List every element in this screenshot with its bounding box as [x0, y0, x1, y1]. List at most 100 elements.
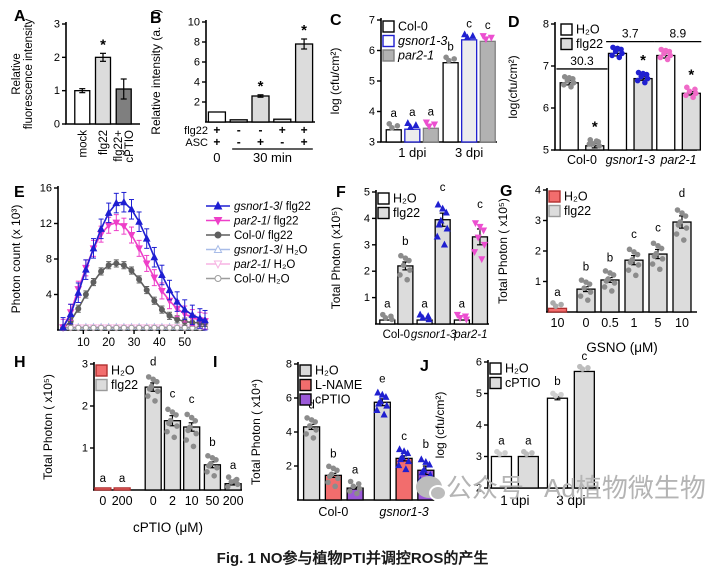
svg-text:c: c — [581, 351, 587, 363]
svg-text:3.7: 3.7 — [622, 27, 639, 41]
bars: * — [74, 36, 132, 125]
svg-text:c: c — [401, 431, 407, 443]
x-axis-labels: flg22 + - - + +ASC + - + - +0 30 min — [184, 123, 313, 165]
svg-text:a: a — [409, 107, 416, 119]
svg-text:8.9: 8.9 — [669, 27, 686, 41]
panel-letter-C: C — [330, 12, 342, 29]
svg-text:7: 7 — [369, 15, 375, 27]
svg-text:200: 200 — [223, 494, 244, 508]
svg-text:log (cfu/cm²): log (cfu/cm²) — [328, 48, 342, 115]
svg-text:16: 16 — [40, 183, 52, 195]
panel-C: 3 4 5 6 7 log (cfu/cm²) a a a b c c 1 dpi 3 dpi Col-0 g… — [325, 6, 505, 176]
svg-text:4: 4 — [535, 185, 541, 197]
svg-text:Col-0/ H₂O: Col-0/ H₂O — [234, 273, 290, 285]
svg-text:c: c — [631, 229, 637, 241]
svg-text:3: 3 — [476, 451, 482, 463]
svg-text:8: 8 — [46, 254, 52, 266]
bars: a b b c c d — [547, 188, 692, 313]
svg-text:log (cfu/cm²): log (cfu/cm²) — [433, 392, 447, 459]
panel-A: 0 1 2 3 Relative fluorescence intensity * mock f… — [8, 8, 146, 178]
svg-text:a: a — [459, 299, 466, 311]
x-axis-labels: 10 0 0.5 1 5 10 GSNO (μM) — [551, 316, 689, 355]
svg-text:1: 1 — [631, 316, 638, 330]
svg-text:5: 5 — [364, 187, 370, 199]
svg-text:cPTIO: cPTIO — [124, 130, 136, 163]
svg-text:a: a — [525, 436, 532, 448]
panel-F: 1 2 3 4 5 Total Photon (x10⁵) a b a c a c Col-0 gsnor… — [328, 176, 495, 358]
svg-text:Total Photon (x10⁵): Total Photon (x10⁵) — [329, 207, 343, 309]
svg-text:10: 10 — [188, 17, 200, 29]
svg-text:log(cfu/cm²): log(cfu/cm²) — [506, 55, 520, 118]
svg-text:-: - — [237, 135, 241, 149]
svg-text:30: 30 — [128, 337, 141, 349]
chart-D: 5 6 7 8 log(cfu/cm²) * * * Col-0 gsnor1-3 par2-1 30… — [506, 19, 702, 167]
axes: 2 3 4 5 6 log (cfu/cm²) — [433, 357, 600, 495]
panel-letter-G: G — [500, 183, 513, 200]
x-axis-labels: 10 20 30 40 50 — [77, 330, 191, 349]
svg-text:c: c — [466, 18, 472, 30]
svg-text:Relative: Relative — [11, 53, 23, 95]
svg-text:e: e — [379, 373, 385, 385]
svg-text:a: a — [554, 287, 561, 299]
axes: 4 8 12 16 Photon count (x 10³) — [9, 183, 205, 331]
svg-text:a: a — [421, 299, 428, 311]
svg-text:par2-1: par2-1 — [659, 153, 696, 167]
svg-text:b: b — [554, 376, 560, 388]
panel-D: 5 6 7 8 log(cfu/cm²) * * * Col-0 gsnor1-3 par2-1 30… — [505, 6, 703, 176]
svg-text:par2-1: par2-1 — [397, 49, 434, 63]
bars: a a abc c — [385, 18, 496, 143]
svg-text:2: 2 — [194, 97, 200, 109]
svg-text:par2-1/ H₂O: par2-1/ H₂O — [233, 259, 295, 271]
svg-text:6: 6 — [286, 393, 292, 405]
svg-text:1: 1 — [82, 443, 88, 455]
svg-text:*: * — [301, 22, 307, 39]
svg-text:*: * — [258, 78, 264, 95]
svg-text:4: 4 — [369, 106, 375, 118]
svg-text:2: 2 — [476, 483, 482, 495]
bars: ** — [207, 22, 314, 123]
svg-text:par2-1: par2-1 — [453, 329, 487, 341]
svg-text:6: 6 — [369, 45, 375, 57]
svg-text:c: c — [170, 388, 176, 400]
svg-text:30 min: 30 min — [253, 150, 292, 165]
x-axis-labels: mock flg22 flg22+ cPTIO — [77, 130, 136, 163]
svg-text:1 dpi: 1 dpi — [398, 145, 426, 160]
svg-text:2: 2 — [82, 401, 88, 413]
svg-text:mock: mock — [77, 130, 89, 158]
svg-text:6: 6 — [194, 57, 200, 69]
chart-E: 4 8 12 16 Photon count (x 10³) 10 20 30 40 50 gsno… — [9, 183, 311, 350]
panel-J: 2 3 4 5 6 log (cfu/cm²) a a b c 1 dpi 3 dpi H₂O cPTIO — [430, 350, 650, 530]
svg-text:0.5: 0.5 — [601, 316, 618, 330]
svg-text:3: 3 — [82, 359, 88, 371]
panel-H: 1 2 3 Total Photon ( x10⁵) a a d c c b a 0 200 0 2 10 50… — [38, 350, 250, 538]
svg-text:gsnor1-3: gsnor1-3 — [411, 329, 457, 341]
svg-text:GSNO (μM): GSNO (μM) — [586, 340, 658, 355]
svg-text:c: c — [477, 199, 483, 211]
svg-text:H₂O: H₂O — [505, 362, 529, 376]
svg-text:1: 1 — [364, 292, 370, 304]
svg-text:+: + — [213, 123, 220, 137]
panel-G: 1 2 3 4 Total Photon ( x10⁵) a b b c c d 10 0 0.5 1 5 10… — [495, 176, 705, 358]
svg-text:*: * — [592, 119, 598, 136]
svg-text:c: c — [440, 182, 446, 194]
svg-text:flg22: flg22 — [576, 37, 603, 51]
watermark-text-suffix: Ad植物微生物 — [544, 473, 705, 503]
svg-text:10: 10 — [77, 337, 90, 349]
svg-text:a: a — [498, 436, 505, 448]
svg-text:fluorescence intensity: fluorescence intensity — [23, 18, 35, 129]
svg-text:*: * — [100, 36, 106, 53]
svg-text:50: 50 — [205, 494, 219, 508]
bars: * * * — [559, 44, 701, 151]
wechat-icon — [416, 475, 447, 501]
series — [59, 191, 209, 332]
